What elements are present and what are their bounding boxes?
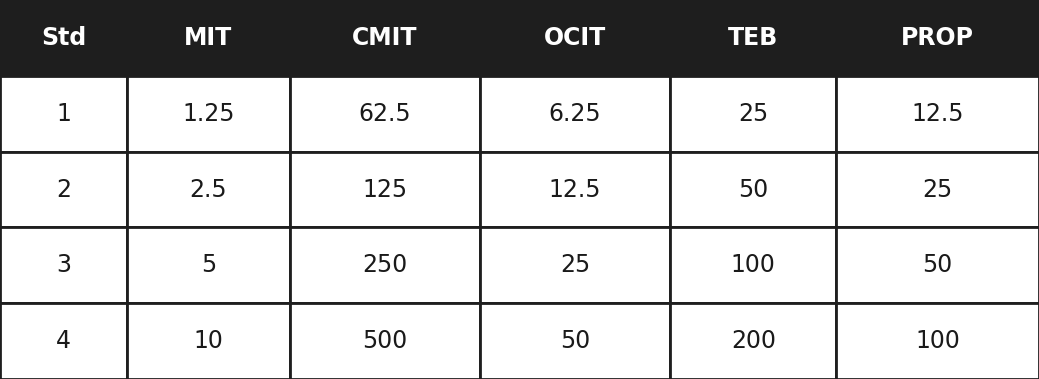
Text: OCIT: OCIT [544,26,606,50]
Bar [480,0,670,76]
Bar [836,0,1039,76]
Text: 12.5: 12.5 [911,102,964,126]
Bar [290,227,480,303]
Bar [290,76,480,152]
Text: 2: 2 [56,177,71,202]
Text: 25: 25 [738,102,769,126]
Text: 12.5: 12.5 [549,177,602,202]
Text: 1.25: 1.25 [182,102,235,126]
Bar [670,152,836,227]
Bar [836,76,1039,152]
Text: 25: 25 [923,177,953,202]
Bar [0,152,127,227]
Bar [0,76,127,152]
Bar [670,76,836,152]
Text: 10: 10 [193,329,223,353]
Bar [836,227,1039,303]
Bar [480,152,670,227]
Text: 62.5: 62.5 [358,102,411,126]
Bar [0,303,127,379]
Bar [836,152,1039,227]
Text: 50: 50 [738,177,769,202]
Text: 3: 3 [56,253,71,277]
Text: 200: 200 [730,329,776,353]
Text: 100: 100 [915,329,960,353]
Text: 1: 1 [56,102,71,126]
Text: 25: 25 [560,253,590,277]
Bar [127,227,290,303]
Text: 500: 500 [363,329,407,353]
Text: 50: 50 [923,253,953,277]
Text: 50: 50 [560,329,590,353]
Text: Std: Std [41,26,86,50]
Text: 2.5: 2.5 [189,177,228,202]
Bar [127,0,290,76]
Bar [290,303,480,379]
Bar [480,76,670,152]
Bar [670,303,836,379]
Text: PROP: PROP [901,26,975,50]
Bar [480,303,670,379]
Text: 100: 100 [730,253,776,277]
Bar [670,227,836,303]
Text: 5: 5 [201,253,216,277]
Bar [0,227,127,303]
Text: 125: 125 [363,177,407,202]
Text: 4: 4 [56,329,71,353]
Text: 250: 250 [363,253,407,277]
Bar [127,303,290,379]
Bar [127,152,290,227]
Bar [127,76,290,152]
Text: TEB: TEB [728,26,778,50]
Bar [290,152,480,227]
Bar [290,0,480,76]
Text: MIT: MIT [184,26,233,50]
Text: 6.25: 6.25 [549,102,602,126]
Bar [480,227,670,303]
Bar [0,0,127,76]
Bar [670,0,836,76]
Bar [836,303,1039,379]
Text: CMIT: CMIT [352,26,418,50]
